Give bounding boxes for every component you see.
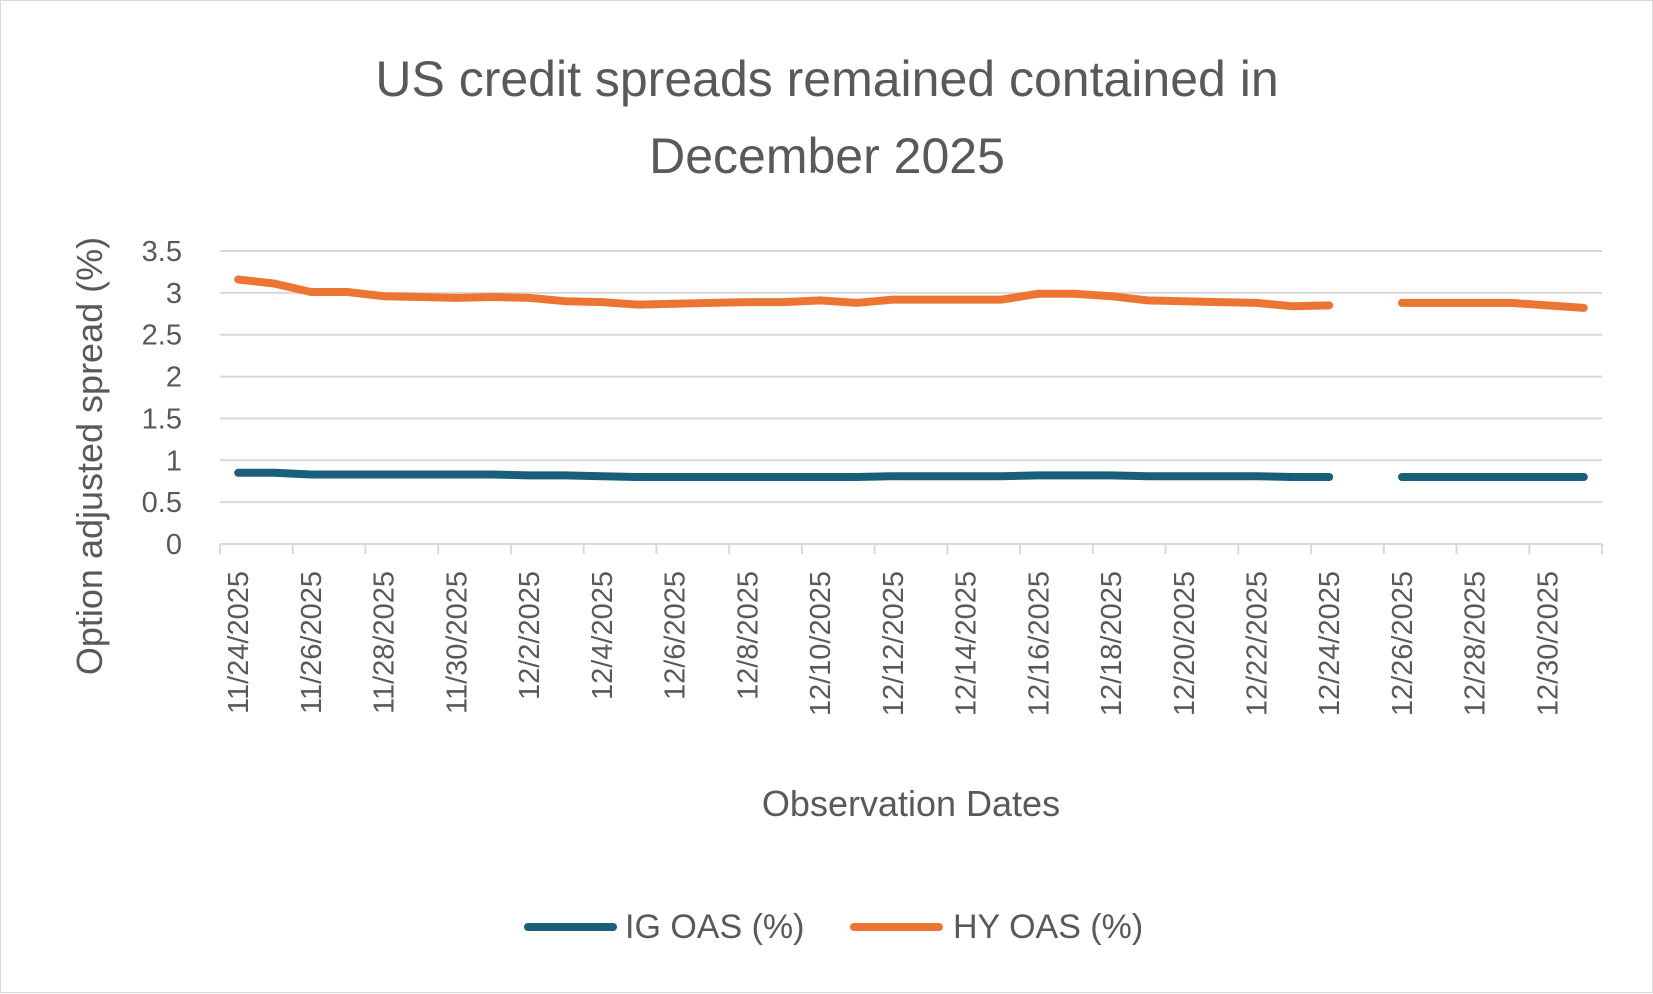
x-tick-label: 11/28/2025 <box>369 571 401 714</box>
x-tick-label: 12/20/2025 <box>1169 571 1201 716</box>
series-line-segment <box>234 275 1334 311</box>
chart-title-line-2: December 2025 <box>649 128 1005 184</box>
series-line-segment <box>1398 298 1588 312</box>
y-tick-label: 2 <box>166 362 182 394</box>
x-tick-label: 12/30/2025 <box>1532 571 1564 716</box>
x-tick-label: 11/26/2025 <box>296 571 328 714</box>
y-axis-title: Option adjusted spread (%) <box>69 237 110 675</box>
legend-label-ig: IG OAS (%) <box>625 908 804 946</box>
y-tick-label: 3 <box>166 278 182 310</box>
y-tick-label: 0 <box>166 529 182 561</box>
y-tick-label: 1 <box>166 445 182 477</box>
x-tick-label: 12/24/2025 <box>1314 571 1346 716</box>
gridlines <box>220 250 1602 504</box>
y-tick-label: 2.5 <box>142 320 182 352</box>
y-axis-tick-labels: 0 0.5 1 1.5 2 2.5 3 3.5 <box>142 236 182 561</box>
legend: IG OAS (%) HY OAS (%) <box>524 908 1143 946</box>
series-ig <box>234 468 1588 481</box>
series-line-segment <box>234 468 1334 481</box>
chart-title-line-1: US credit spreads remained contained in <box>375 51 1278 107</box>
x-tick-label: 11/24/2025 <box>223 571 255 714</box>
x-tick-label: 12/10/2025 <box>805 571 837 716</box>
series-lines <box>234 275 1588 481</box>
x-tick-label: 12/18/2025 <box>1096 571 1128 716</box>
x-tick-label: 12/16/2025 <box>1023 571 1055 716</box>
y-tick-label: 3.5 <box>142 236 182 268</box>
x-tick-label: 12/28/2025 <box>1460 571 1492 716</box>
x-tick-label: 12/8/2025 <box>732 571 764 700</box>
x-tick-label: 11/30/2025 <box>441 571 473 714</box>
x-tick-label: 12/4/2025 <box>587 571 619 700</box>
series-hy <box>234 275 1588 312</box>
x-tick-label: 12/6/2025 <box>660 571 692 700</box>
legend-label-hy: HY OAS (%) <box>953 908 1143 946</box>
y-tick-label: 0.5 <box>142 487 182 519</box>
x-tick-label: 12/2/2025 <box>514 571 546 700</box>
x-tick-label: 12/12/2025 <box>878 571 910 716</box>
x-axis-title: Observation Dates <box>762 783 1060 824</box>
x-tick-label: 12/14/2025 <box>951 571 983 716</box>
x-tick-label: 12/26/2025 <box>1387 571 1419 716</box>
y-tick-label: 1.5 <box>142 403 182 435</box>
x-axis: 11/24/2025 11/26/2025 11/28/2025 11/30/2025… <box>219 543 1603 716</box>
x-tick-label: 12/22/2025 <box>1242 571 1274 716</box>
